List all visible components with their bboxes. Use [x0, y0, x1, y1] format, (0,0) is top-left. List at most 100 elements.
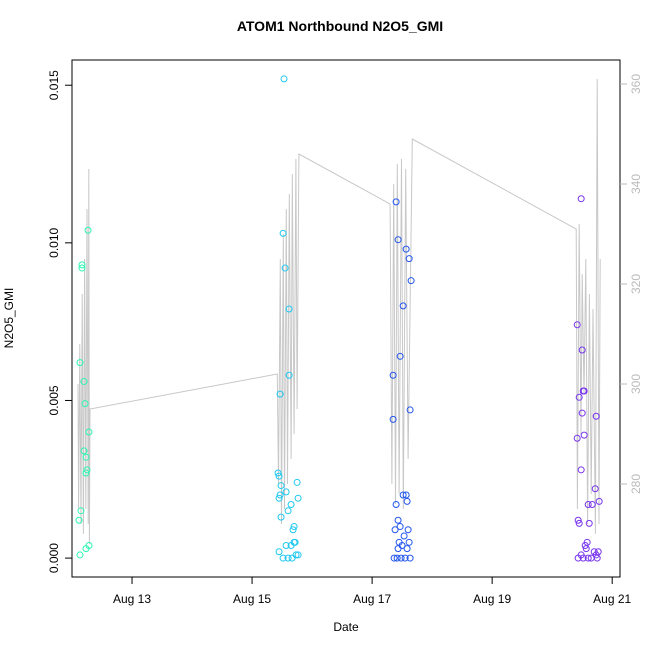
data-point — [287, 500, 295, 508]
data-point — [394, 545, 402, 553]
data-point — [577, 466, 585, 474]
data-point — [275, 548, 283, 556]
data-point — [281, 264, 289, 272]
y-tick-label: 0.010 — [47, 228, 61, 258]
data-point — [76, 551, 84, 559]
data-point — [581, 541, 589, 549]
data-point — [578, 346, 586, 354]
data-point — [389, 415, 397, 423]
data-point — [399, 302, 407, 310]
data-point — [400, 532, 408, 540]
data-point — [591, 485, 599, 493]
data-point — [406, 406, 414, 414]
data-point — [284, 554, 292, 562]
data-point — [291, 538, 299, 546]
x-tick-label: Aug 13 — [113, 592, 151, 606]
data-point — [595, 497, 603, 505]
y2-tick-label: 280 — [629, 474, 643, 494]
data-point — [579, 387, 587, 395]
y2-tick-label: 320 — [629, 274, 643, 294]
data-point — [85, 428, 93, 436]
data-point — [82, 469, 90, 477]
data-point — [390, 554, 398, 562]
data-point — [584, 500, 592, 508]
data-point — [81, 400, 89, 408]
data-point — [277, 513, 285, 521]
data-point — [573, 321, 581, 329]
data-point — [575, 519, 583, 527]
data-point — [404, 526, 412, 534]
data-point — [401, 554, 409, 562]
data-point — [276, 390, 284, 398]
data-point — [75, 516, 83, 524]
data-point — [76, 359, 84, 367]
y2-tick-label: 340 — [629, 174, 643, 194]
data-point — [277, 482, 285, 490]
data-point — [397, 554, 405, 562]
data-point — [405, 255, 413, 263]
x-tick-label: Aug 21 — [593, 592, 631, 606]
data-point — [82, 453, 90, 461]
y2-tick-label: 360 — [629, 74, 643, 94]
data-point — [574, 554, 582, 562]
data-point — [289, 526, 297, 534]
data-point — [275, 494, 283, 502]
data-point — [402, 245, 410, 253]
data-point — [405, 538, 413, 546]
data-point — [80, 378, 88, 386]
data-point — [78, 261, 86, 269]
x-axis-label: Date — [333, 620, 359, 634]
data-point — [577, 195, 585, 203]
x-tick-label: Aug 15 — [233, 592, 271, 606]
x-tick-label: Aug 19 — [473, 592, 511, 606]
data-point — [584, 554, 592, 562]
data-point — [394, 516, 402, 524]
data-point — [284, 507, 292, 515]
data-point — [403, 545, 411, 553]
data-point — [80, 447, 88, 455]
data-point — [582, 545, 590, 553]
data-point — [392, 500, 400, 508]
plot-box — [71, 59, 621, 578]
data-point — [274, 469, 282, 477]
data-point — [407, 277, 415, 285]
data-point — [288, 554, 296, 562]
y-tick-label: 0.000 — [47, 543, 61, 573]
x-tick-label: Aug 17 — [353, 592, 391, 606]
data-point — [406, 554, 414, 562]
data-point — [394, 236, 402, 244]
data-point — [580, 431, 588, 439]
data-point — [282, 488, 290, 496]
data-point — [573, 434, 581, 442]
data-point — [294, 551, 302, 559]
data-point — [396, 523, 404, 531]
data-point — [82, 545, 90, 553]
data-point — [77, 507, 85, 515]
chart-title: ATOM1 Northbound N2O5_GMI — [237, 18, 443, 34]
y-tick-label: 0.005 — [47, 385, 61, 415]
data-point — [285, 371, 293, 379]
data-point — [399, 491, 407, 499]
y-tick-label: 0.015 — [47, 70, 61, 100]
data-point — [585, 519, 593, 527]
data-point — [578, 409, 586, 417]
data-point — [285, 305, 293, 313]
data-point — [280, 75, 288, 83]
data-point — [83, 466, 91, 474]
data-point — [392, 198, 400, 206]
data-point — [592, 412, 600, 420]
data-point — [294, 494, 302, 502]
data-point — [575, 393, 583, 401]
data-point — [279, 554, 287, 562]
data-point — [279, 229, 287, 237]
data-point — [403, 497, 411, 505]
y2-tick-label: 300 — [629, 374, 643, 394]
data-point — [293, 478, 301, 486]
data-point — [393, 554, 401, 562]
data-point — [579, 554, 587, 562]
data-point — [574, 516, 582, 524]
data-line — [77, 78, 601, 545]
data-point — [396, 352, 404, 360]
